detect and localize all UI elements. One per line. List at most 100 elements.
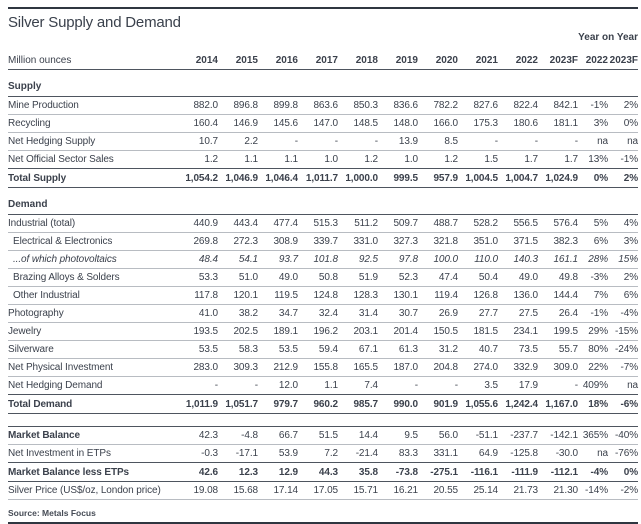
yoy-cell: 18% (588, 398, 608, 410)
value-cell: 477.4 (273, 218, 298, 229)
value-cell: 15.71 (353, 485, 378, 496)
table-row-silverware: Silverware 53.5 58.3 53.5 59.4 67.1 61.3 31.2 40… (8, 341, 638, 359)
table-row-net-physical-investment: Net Physical Investment 283.0 309.3 212.9 15… (8, 359, 638, 377)
value-cell: 55.7 (558, 344, 578, 355)
value-cell: 327.3 (393, 236, 418, 247)
value-cell: 64.9 (478, 448, 498, 459)
year-column-header: 2023F (549, 55, 578, 66)
value-cell: 61.3 (398, 344, 418, 355)
value-cell: - (574, 380, 578, 391)
table-row-industrial-total: Industrial (total) 440.9 443.4 477.4 515.3 51… (8, 215, 638, 233)
value-cell: 117.8 (194, 290, 218, 301)
value-cell: 283.0 (193, 362, 218, 373)
yoy-cell: 4% (623, 218, 638, 229)
value-cell: 556.5 (513, 218, 538, 229)
year-column-header: 2015 (235, 55, 258, 66)
value-cell: - (574, 136, 578, 147)
value-cell: -142.1 (550, 430, 578, 441)
value-cell: 38.2 (238, 308, 258, 319)
value-cell: 1,011.7 (305, 172, 338, 184)
value-cell: 51.0 (238, 272, 258, 283)
value-cell: 15.68 (233, 485, 258, 496)
row-label: Electrical & Electronics (13, 236, 113, 247)
yoy-cell: 5% (593, 218, 608, 229)
value-cell: 67.1 (358, 344, 378, 355)
value-cell: 147.0 (313, 118, 338, 129)
value-cell: 50.4 (478, 272, 498, 283)
yoy-cell: 2% (623, 272, 638, 283)
value-cell: 193.5 (193, 326, 218, 337)
value-cell: 836.6 (393, 100, 418, 111)
value-cell: 321.8 (433, 236, 458, 247)
table-row-photography: Photography 41.0 38.2 34.7 32.4 31.4 30.7 26.9 2… (8, 305, 638, 323)
value-cell: 511.2 (354, 218, 378, 229)
yoy-cell: 22% (588, 362, 608, 373)
row-label: Total Supply (8, 172, 67, 184)
value-cell: 985.7 (353, 398, 378, 410)
value-cell: 21.73 (513, 485, 538, 496)
row-label: Brazing Alloys & Solders (13, 272, 120, 283)
value-cell: 308.9 (273, 236, 298, 247)
value-cell: 140.3 (513, 254, 538, 265)
value-cell: 51.5 (318, 430, 338, 441)
value-cell: 8.5 (444, 136, 458, 147)
row-label: Jewelry (8, 326, 42, 337)
value-cell: 126.8 (473, 290, 498, 301)
value-cell: 827.6 (473, 100, 498, 111)
value-cell: 20.55 (433, 485, 458, 496)
value-cell: 27.5 (518, 308, 538, 319)
year-column-header: 2020 (435, 55, 458, 66)
value-cell: -0.3 (201, 448, 218, 459)
value-cell: 274.0 (473, 362, 498, 373)
row-label: Mine Production (8, 100, 79, 111)
row-label: Other Industrial (13, 290, 80, 301)
yoy-column-header: 2023F (609, 55, 638, 66)
value-cell: - (214, 380, 218, 391)
page-title: Silver Supply and Demand (8, 14, 181, 31)
value-cell: 882.0 (193, 100, 218, 111)
year-column-header: 2014 (195, 55, 218, 66)
value-cell: 19.08 (193, 485, 218, 496)
value-cell: 269.8 (193, 236, 218, 247)
value-cell: -17.1 (235, 448, 258, 459)
value-cell: 850.3 (353, 100, 378, 111)
value-cell: 181.5 (473, 326, 498, 337)
yoy-cell: 2% (623, 100, 638, 111)
value-cell: 990.0 (393, 398, 418, 410)
value-cell: 1,046.9 (225, 172, 258, 184)
table-body: Supply Mine Production 882.0 896.8 899.8 863.… (8, 70, 638, 500)
value-cell: 272.3 (233, 236, 258, 247)
value-cell: 339.7 (313, 236, 338, 247)
value-cell: 17.9 (518, 380, 538, 391)
yoy-cell: 365% (582, 430, 608, 441)
value-cell: 128.3 (353, 290, 378, 301)
value-cell: 49.0 (518, 272, 538, 283)
value-cell: 53.3 (198, 272, 218, 283)
table-row-market-balance: Market Balance 42.3 -4.8 66.7 51.5 14.4 9.5 56.… (8, 426, 638, 445)
value-cell: 12.3 (238, 466, 258, 478)
value-cell: 1.2 (204, 154, 218, 165)
value-cell: 12.9 (278, 466, 298, 478)
value-cell: 59.4 (318, 344, 338, 355)
value-cell: -275.1 (430, 466, 458, 478)
value-cell: 25.14 (473, 485, 498, 496)
value-cell: 51.9 (358, 272, 378, 283)
year-column-header: 2019 (395, 55, 418, 66)
value-cell: - (294, 136, 298, 147)
value-cell: 155.8 (313, 362, 338, 373)
yoy-cell: 0% (623, 466, 638, 478)
value-cell: 49.0 (278, 272, 298, 283)
value-cell: 34.7 (278, 308, 298, 319)
value-cell: 899.8 (273, 100, 298, 111)
row-label: Total Demand (8, 398, 73, 410)
value-cell: 382.3 (553, 236, 578, 247)
row-label: Net Hedging Demand (8, 380, 103, 391)
report-page: Silver Supply and Demand Year on Year Mi… (0, 7, 641, 524)
value-cell: 1.0 (324, 154, 338, 165)
year-column-header: 2016 (275, 55, 298, 66)
value-cell: - (374, 136, 378, 147)
table-row-jewelry: Jewelry 193.5 202.5 189.1 196.2 203.1 201.4 150… (8, 323, 638, 341)
yoy-cell: -6% (620, 398, 639, 410)
value-cell: -73.8 (395, 466, 418, 478)
column-header-row: Million ounces 2014 2015 2016 2017 2018 2019 2… (8, 45, 638, 70)
